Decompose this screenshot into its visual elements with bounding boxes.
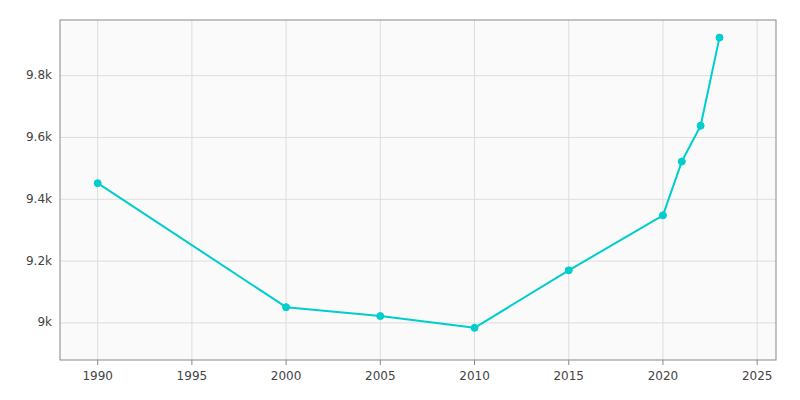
x-tick-mark: [191, 360, 192, 365]
x-grid-line: [191, 20, 192, 360]
x-grid-line: [568, 20, 569, 360]
series: [94, 34, 723, 331]
x-tick-mark: [757, 360, 758, 365]
grid: [60, 20, 776, 360]
x-tick-label: 2010: [459, 369, 490, 383]
chart-container: 9k 9.2k 9.4k 9.6k 9.8k 1990 1995 2000 2005 2010 20…: [0, 0, 800, 400]
x-tick-label: 2015: [553, 369, 584, 383]
x-tick-label: 2000: [271, 369, 302, 383]
x-tick-label: 2020: [648, 369, 679, 383]
y-tick-label: 9.8k: [26, 68, 52, 82]
plot-background: [60, 20, 776, 360]
x-tick-mark: [286, 360, 287, 365]
series-marker: [471, 324, 478, 331]
y-grid-line: [60, 261, 776, 262]
y-tick-label: 9.6k: [26, 130, 52, 144]
chart-svg: 9k 9.2k 9.4k 9.6k 9.8k 1990 1995 2000 2005 2010 20…: [0, 0, 800, 400]
x-grid-line: [474, 20, 475, 360]
x-tick-mark: [380, 360, 381, 365]
x-grid-line: [757, 20, 758, 360]
y-tick-label: 9.2k: [26, 254, 52, 268]
y-tick-label: 9k: [37, 315, 52, 329]
x-tick-label: 2025: [742, 369, 773, 383]
x-tick-mark: [474, 360, 475, 365]
y-tick-label: 9.4k: [26, 192, 52, 206]
x-grid-line: [380, 20, 381, 360]
x-tick-label: 2005: [365, 369, 396, 383]
series-marker: [94, 180, 101, 187]
axes: 9k 9.2k 9.4k 9.6k 9.8k 1990 1995 2000 2005 2010 20…: [26, 20, 776, 383]
x-tick-label: 1990: [82, 369, 113, 383]
x-tick-mark: [662, 360, 663, 365]
y-grid-line: [60, 137, 776, 138]
x-tick-mark: [97, 360, 98, 365]
plot-frame: [60, 20, 776, 360]
y-grid-line: [60, 75, 776, 76]
x-grid-line: [662, 20, 663, 360]
series-line: [98, 38, 720, 328]
series-marker: [678, 158, 685, 165]
series-marker: [565, 267, 572, 274]
series-marker: [659, 212, 666, 219]
series-marker: [716, 34, 723, 41]
y-grid-line: [60, 322, 776, 323]
series-marker: [283, 304, 290, 311]
series-marker: [697, 122, 704, 129]
series-marker: [377, 313, 384, 320]
x-tick-label: 1995: [177, 369, 208, 383]
x-tick-mark: [568, 360, 569, 365]
x-grid-line: [97, 20, 98, 360]
